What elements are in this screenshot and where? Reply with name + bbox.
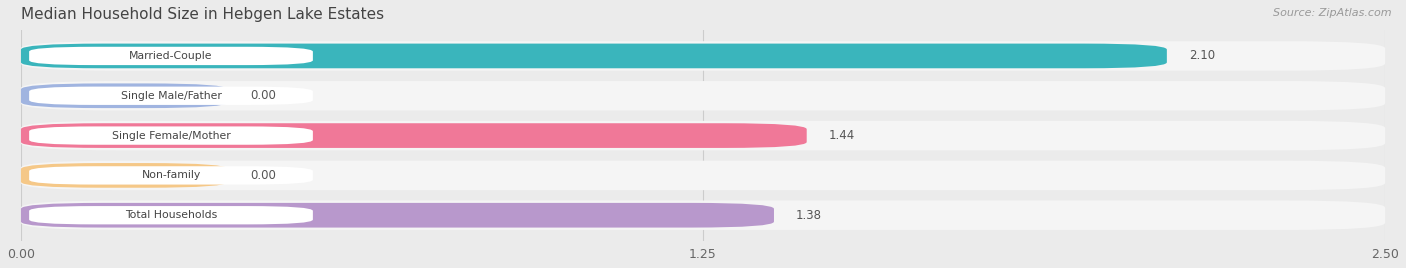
FancyBboxPatch shape <box>30 126 314 145</box>
FancyBboxPatch shape <box>21 163 228 188</box>
FancyBboxPatch shape <box>21 83 228 108</box>
Text: 1.44: 1.44 <box>828 129 855 142</box>
FancyBboxPatch shape <box>21 44 1167 68</box>
Text: 0.00: 0.00 <box>250 169 276 182</box>
FancyBboxPatch shape <box>30 47 314 65</box>
Text: 1.38: 1.38 <box>796 209 821 222</box>
FancyBboxPatch shape <box>30 166 314 185</box>
FancyBboxPatch shape <box>21 200 1385 230</box>
FancyBboxPatch shape <box>30 87 314 105</box>
FancyBboxPatch shape <box>21 161 1385 190</box>
Text: 2.10: 2.10 <box>1188 49 1215 62</box>
Text: 0.00: 0.00 <box>250 89 276 102</box>
Text: Single Female/Mother: Single Female/Mother <box>111 131 231 141</box>
Text: Non-family: Non-family <box>142 170 201 180</box>
Text: Median Household Size in Hebgen Lake Estates: Median Household Size in Hebgen Lake Est… <box>21 7 384 22</box>
FancyBboxPatch shape <box>21 121 1385 150</box>
FancyBboxPatch shape <box>21 81 1385 110</box>
Text: Single Male/Father: Single Male/Father <box>121 91 221 101</box>
FancyBboxPatch shape <box>21 203 773 228</box>
Text: Source: ZipAtlas.com: Source: ZipAtlas.com <box>1274 8 1392 18</box>
FancyBboxPatch shape <box>21 41 1385 71</box>
Text: Married-Couple: Married-Couple <box>129 51 212 61</box>
Text: Total Households: Total Households <box>125 210 217 220</box>
FancyBboxPatch shape <box>30 206 314 224</box>
FancyBboxPatch shape <box>21 123 807 148</box>
